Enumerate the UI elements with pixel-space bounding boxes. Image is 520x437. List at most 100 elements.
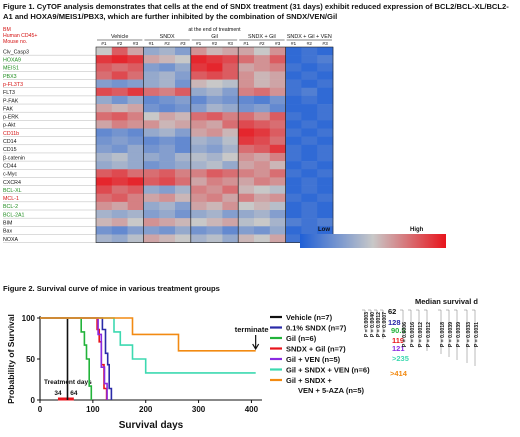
p-value-label: P = 0.0012 <box>426 322 432 347</box>
header-row-label: Mouse no. <box>3 39 27 45</box>
heatmap-cell <box>190 128 207 137</box>
heatmap-cell <box>222 112 239 121</box>
heatmap-cell <box>269 112 286 121</box>
heatmap-cell <box>269 185 286 194</box>
heatmap-cell <box>143 169 160 178</box>
heatmap-cell <box>190 71 207 80</box>
heatmap-cell <box>238 169 255 178</box>
p-value-bracket <box>454 309 458 360</box>
heatmap-cell <box>285 161 302 170</box>
heatmap-cell <box>269 120 286 129</box>
heatmap-cell <box>190 152 207 162</box>
heatmap-cell <box>159 161 176 170</box>
heatmap-cell <box>317 112 334 121</box>
p-value-bracket <box>424 309 428 351</box>
median-value: 119 <box>392 336 404 345</box>
heatmap-cell <box>301 169 318 178</box>
heatmap-cell <box>285 79 302 89</box>
heatmap-cell <box>190 63 207 72</box>
mouse-number: #1 <box>149 41 155 47</box>
heatmap-cell <box>238 112 255 121</box>
heatmap-cell <box>238 55 255 64</box>
heatmap-cell <box>269 218 286 227</box>
heatmap-cell <box>111 161 128 170</box>
heatmap-cell <box>317 152 334 162</box>
heatmap-cell <box>317 104 334 113</box>
heatmap-cell <box>238 120 255 129</box>
heatmap-cell <box>127 210 144 219</box>
heatmap-cell <box>206 210 223 219</box>
p-value-label: P = 0.0012 <box>376 312 382 337</box>
heatmap-cell <box>301 112 318 121</box>
y-tick-label: 50 <box>26 355 35 364</box>
heatmap-cell <box>317 120 334 129</box>
heatmap-cell <box>111 210 128 219</box>
heatmap-cell <box>269 144 286 154</box>
heatmap-cell <box>301 161 318 170</box>
heatmap-cell <box>222 234 239 243</box>
heatmap-cell <box>159 152 176 162</box>
heatmap-cell <box>222 193 239 203</box>
heatmap-cell <box>301 79 318 89</box>
heatmap-cell <box>143 47 160 56</box>
heatmap-cell <box>143 136 160 146</box>
marker-label: BCL-XL <box>3 188 22 194</box>
heatmap-cell <box>96 55 113 64</box>
heatmap-cell <box>269 63 286 72</box>
heatmap-cell <box>269 128 286 137</box>
p-value-label: P = 0.0012 <box>418 322 424 347</box>
heatmap-cell <box>190 87 207 97</box>
heatmap-cell <box>127 161 144 170</box>
heatmap-cell <box>269 104 286 113</box>
heatmap-cell <box>254 193 271 203</box>
heatmap-cell <box>222 95 239 105</box>
heatmap-cell <box>96 95 113 105</box>
heatmap-cell <box>190 136 207 146</box>
heatmap-cell <box>111 201 128 211</box>
heatmap-cell <box>96 185 113 194</box>
p-value-bracket <box>380 309 384 339</box>
heatmap-cell <box>238 161 255 170</box>
legend-label: SNDX + Gil (n=7) <box>286 345 346 354</box>
mouse-number: #2 <box>212 41 218 47</box>
heatmap-cell <box>238 226 255 235</box>
marker-label: CXCR4 <box>3 180 21 186</box>
heatmap-cell <box>159 144 176 154</box>
heatmap-cell <box>96 128 113 137</box>
heatmap-cell <box>175 79 192 89</box>
heatmap-cell <box>317 128 334 137</box>
p-value-bracket <box>438 309 442 354</box>
heatmap-cell <box>190 169 207 178</box>
heatmap-cell <box>206 120 223 129</box>
heatmap-cell <box>317 177 334 186</box>
legend-label: Gil + SNDX + <box>286 376 332 385</box>
y-tick-label: 100 <box>22 314 36 323</box>
legend-label: 0.1% SNDX (n=7) <box>286 324 347 333</box>
mouse-number: #2 <box>259 41 265 47</box>
survival-curve <box>40 317 93 400</box>
heatmap-cell <box>206 104 223 113</box>
group-label: SNDX <box>160 34 175 40</box>
heatmap-cell <box>222 185 239 194</box>
heatmap-cell <box>301 47 318 56</box>
marker-label: c-Myc <box>3 172 17 178</box>
heatmap-cell <box>222 161 239 170</box>
heatmap-cell <box>143 193 160 203</box>
heatmap-cell <box>175 152 192 162</box>
heatmap-cell <box>159 47 176 56</box>
heatmap-cell <box>285 144 302 154</box>
heatmap-cell <box>96 234 113 243</box>
heatmap-cell <box>317 161 334 170</box>
heatmap-cell <box>301 120 318 129</box>
heatmap-cell <box>159 112 176 121</box>
heatmap-cell <box>317 210 334 219</box>
heatmap-cell <box>159 128 176 137</box>
heatmap-cell <box>159 95 176 105</box>
heatmap-cell <box>238 104 255 113</box>
heatmap-cell <box>222 55 239 64</box>
survival-curve <box>40 317 113 400</box>
survival-curve <box>40 317 108 400</box>
heatmap-cell <box>238 185 255 194</box>
heatmap-cell <box>285 47 302 56</box>
